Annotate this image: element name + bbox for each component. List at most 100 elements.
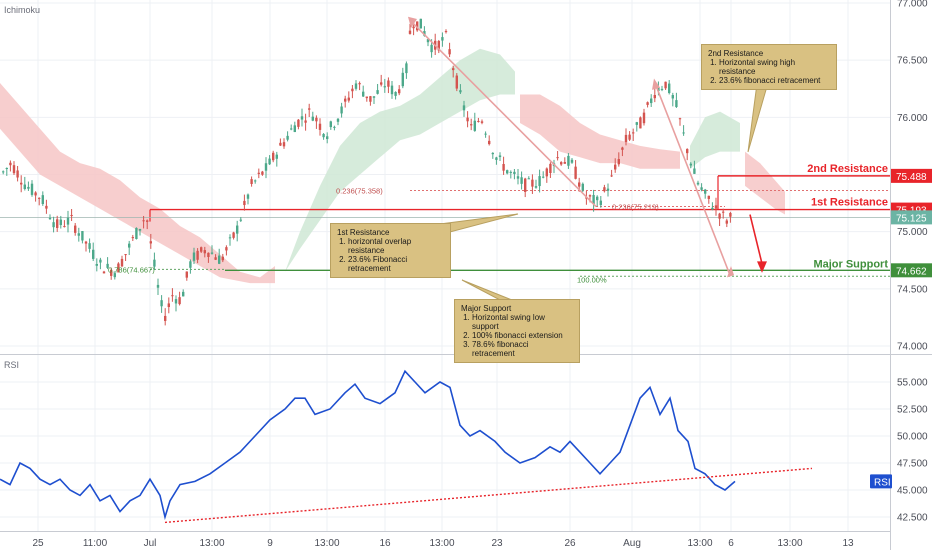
candle-body bbox=[621, 147, 624, 150]
candle-body bbox=[326, 136, 329, 140]
candle-body bbox=[300, 116, 304, 120]
candle-body bbox=[74, 225, 77, 233]
x-tick-label: 13:00 bbox=[199, 538, 224, 549]
cloud-bullish bbox=[690, 111, 740, 169]
fib-arrow-head bbox=[408, 16, 417, 29]
candle-body bbox=[196, 250, 199, 260]
candle-body bbox=[52, 222, 55, 228]
rsi-tick-label: 50.000 bbox=[897, 432, 928, 443]
candle-body bbox=[405, 63, 408, 74]
candle-body bbox=[408, 30, 412, 34]
candle-body bbox=[603, 187, 606, 192]
rsi-tick-label: 52.500 bbox=[897, 405, 928, 416]
candle-body bbox=[56, 219, 59, 228]
candle-body bbox=[524, 178, 527, 192]
candle-body bbox=[646, 102, 649, 105]
candle-body bbox=[599, 200, 602, 206]
x-tick-label: Aug bbox=[623, 538, 641, 549]
x-tick-label: 13:00 bbox=[429, 538, 454, 549]
callout-item: horizontal overlap resistance bbox=[348, 237, 444, 255]
candle-body bbox=[678, 118, 682, 120]
candle-body bbox=[365, 96, 368, 99]
fib-label: 0.786(74.667) bbox=[108, 265, 155, 274]
candle-body bbox=[48, 217, 52, 220]
candle-body bbox=[117, 263, 120, 273]
candle-body bbox=[506, 170, 509, 174]
candle-body bbox=[675, 100, 678, 108]
candle-body bbox=[218, 255, 221, 264]
candle-body bbox=[160, 300, 163, 307]
candle-body bbox=[430, 44, 433, 53]
candle-body bbox=[455, 75, 458, 89]
candle-body bbox=[650, 98, 653, 104]
candle-body bbox=[542, 176, 545, 178]
candle-body bbox=[27, 186, 30, 189]
candle-body bbox=[610, 175, 613, 177]
callout-second-resistance: 2nd Resistance Horizontal swing high res… bbox=[701, 44, 837, 90]
candle-body bbox=[549, 163, 552, 174]
candle-body bbox=[178, 297, 181, 305]
candle-body bbox=[696, 182, 700, 185]
candle-body bbox=[668, 83, 671, 94]
callout-item: Horizontal swing high resistance bbox=[719, 58, 830, 76]
x-tick-label: 23 bbox=[491, 538, 503, 549]
candle-body bbox=[358, 83, 361, 85]
candle-body bbox=[131, 237, 134, 239]
rsi-tick-label: 45.000 bbox=[897, 486, 928, 497]
candle-body bbox=[588, 195, 592, 197]
candle-body bbox=[578, 182, 581, 187]
x-tick-label: 13:00 bbox=[687, 538, 712, 549]
price-badge-current-text: 75.125 bbox=[896, 213, 927, 224]
price-tick-label: 76.000 bbox=[897, 113, 928, 124]
candle-body bbox=[38, 197, 41, 199]
candle-body bbox=[477, 120, 480, 122]
callout-title: 2nd Resistance bbox=[708, 49, 764, 58]
candle-body bbox=[531, 179, 534, 187]
support-label: Major Support bbox=[813, 258, 888, 270]
candle-body bbox=[239, 219, 242, 221]
candle-body bbox=[63, 226, 66, 228]
candle-body bbox=[336, 118, 340, 122]
price-badge-resistance-2 bbox=[891, 168, 932, 183]
candle-body bbox=[639, 117, 642, 129]
candle-body bbox=[279, 142, 282, 146]
candle-body bbox=[509, 171, 512, 173]
candle-body bbox=[304, 120, 307, 123]
candle-body bbox=[149, 241, 152, 244]
candle-body bbox=[236, 225, 239, 234]
projection-arrow bbox=[749, 214, 763, 264]
price-tick-label: 74.000 bbox=[897, 342, 928, 353]
resistance-2-label: 2nd Resistance bbox=[807, 163, 888, 175]
candle-body bbox=[153, 259, 156, 267]
resistance-1-label: 1st Resistance bbox=[811, 197, 888, 209]
candle-body bbox=[567, 155, 570, 166]
candle-body bbox=[686, 149, 689, 154]
candle-body bbox=[329, 121, 332, 128]
price-tick-label: 75.000 bbox=[897, 227, 928, 238]
candle-body bbox=[34, 192, 37, 196]
candle-body bbox=[23, 184, 26, 190]
candle-body bbox=[354, 83, 358, 89]
candle-body bbox=[714, 205, 718, 209]
candle-body bbox=[624, 134, 628, 143]
callout-item: 23.6% Fibonacci retracement bbox=[348, 255, 444, 273]
candle-body bbox=[275, 154, 278, 159]
candle-body bbox=[192, 252, 196, 261]
candle-body bbox=[344, 98, 347, 102]
candle-body bbox=[614, 164, 617, 170]
candle-body bbox=[9, 162, 12, 166]
candle-body bbox=[671, 95, 674, 99]
candle-body bbox=[704, 189, 707, 194]
candle-body bbox=[574, 166, 577, 179]
candle-body bbox=[228, 237, 232, 239]
candle-body bbox=[722, 211, 725, 213]
candle-body bbox=[419, 18, 422, 29]
candle-body bbox=[372, 96, 376, 98]
candle-body bbox=[693, 168, 696, 174]
candle-body bbox=[207, 252, 210, 257]
candle-body bbox=[246, 194, 250, 199]
candle-body bbox=[473, 120, 476, 131]
rsi-tick-label: 47.500 bbox=[897, 459, 928, 470]
candle-body bbox=[311, 116, 314, 121]
